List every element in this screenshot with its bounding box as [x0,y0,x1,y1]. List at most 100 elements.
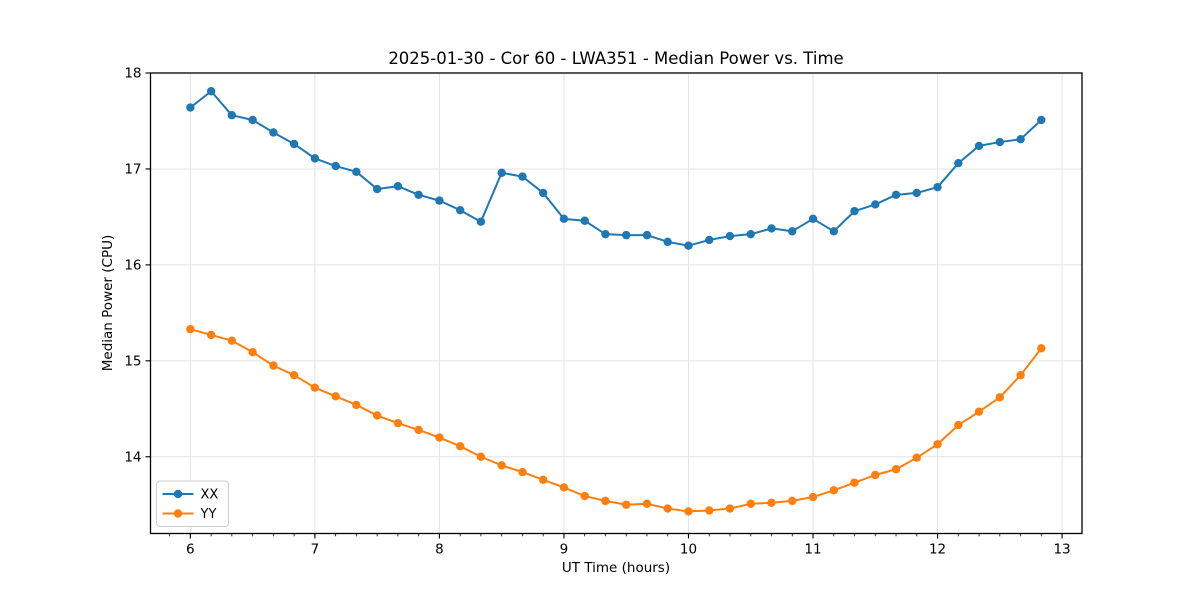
data-point-XX [622,230,631,240]
data-point-YY [580,491,589,501]
data-point-XX [808,214,818,224]
data-point-XX [331,161,340,171]
data-point-YY [891,465,901,474]
data-point-YY [1037,344,1046,353]
data-point-XX [788,227,797,236]
legend-swatch-marker-YY [173,509,183,518]
x-axis-ticks: 6 7 8 9 10 11 12 13 [186,533,1071,558]
data-point-XX [310,154,320,163]
x-tick-label: 6 [186,542,195,558]
data-point-YY [289,371,299,380]
x-tick-label: 13 [1053,542,1070,558]
y-tick-label: 14 [124,449,141,465]
plot-border [149,72,1083,535]
data-point-YY [372,411,382,420]
data-point-XX [352,167,361,177]
data-point-XX [435,196,444,205]
data-point-XX [538,188,548,198]
data-point-YY [725,504,735,513]
data-point-XX [559,214,569,224]
data-point-XX [871,200,880,209]
data-point-YY [663,504,672,513]
data-point-XX [933,182,942,192]
y-tick-label: 18 [124,66,141,82]
data-point-YY [559,483,569,492]
data-point-XX [289,139,299,149]
data-point-YY [393,418,403,428]
x-tick-label: 9 [560,542,569,558]
data-point-XX [829,227,839,236]
data-point-YY [497,461,506,470]
data-point-XX [206,87,216,96]
data-point-YY [269,361,278,370]
data-point-XX [497,168,506,177]
series-line-YY [190,328,1043,513]
data-point-YY [912,453,921,462]
data-point-XX [746,229,755,239]
data-point-XX [850,206,859,216]
data-point-XX [1016,135,1025,144]
y-tick-label: 16 [124,257,141,273]
data-point-YY [414,425,423,435]
data-point-YY [746,499,755,508]
data-point-YY [808,492,818,502]
data-point-YY [684,507,693,516]
data-point-YY [871,470,880,480]
data-point-YY [601,496,610,506]
data-point-YY [518,467,527,477]
data-point-XX [974,141,984,151]
data-point-XX [912,188,921,198]
x-axis-label: UT Time (hours) [561,560,671,576]
legend-label-XX: XX [201,488,219,503]
legend-swatch-marker-XX [173,489,183,499]
data-point-YY [206,330,216,340]
data-point-XX [684,241,693,250]
data-point-YY [248,347,257,357]
data-point-YY [788,496,797,506]
legend: XX YY [156,480,229,527]
data-point-XX [1037,115,1046,125]
x-tick-label: 7 [311,542,320,558]
y-tick-label: 15 [124,353,141,369]
data-point-YY [829,486,839,495]
data-point-XX [642,230,652,240]
data-point-YY [352,400,361,410]
data-point-YY [767,498,776,507]
x-tick-label: 10 [680,542,697,558]
data-point-XX [269,128,278,137]
data-point-XX [601,229,610,239]
data-point-YY [954,420,963,430]
data-point-XX [372,184,382,194]
data-point-XX [954,158,963,168]
data-point-XX [248,115,257,125]
data-point-XX [725,231,735,241]
data-point-XX [476,217,486,226]
y-axis-ticks: 14 15 16 17 18 [124,66,151,465]
series-YY [186,324,1046,516]
data-point-XX [186,103,195,112]
data-point-XX [414,190,423,200]
data-point-XX [227,111,237,120]
data-point-YY [538,475,548,484]
data-point-XX [663,237,672,247]
data-point-XX [393,182,403,191]
chart-title: 2025-01-30 - Cor 60 - LWA351 - Median Po… [388,49,844,68]
data-point-YY [227,336,237,345]
y-axis-label-text: Median Power (CPU) [100,234,116,372]
data-point-YY [186,324,195,334]
series-XX [186,87,1046,250]
data-point-YY [622,500,631,509]
data-point-YY [933,440,942,449]
x-tick-label: 8 [435,542,444,558]
x-tick-label: 12 [929,542,946,558]
data-point-YY [476,452,486,461]
data-point-YY [456,442,465,451]
data-point-YY [435,433,444,442]
data-point-XX [705,235,714,245]
data-point-XX [995,137,1005,147]
data-point-XX [767,224,776,233]
data-point-XX [891,190,901,200]
data-point-YY [705,506,714,515]
